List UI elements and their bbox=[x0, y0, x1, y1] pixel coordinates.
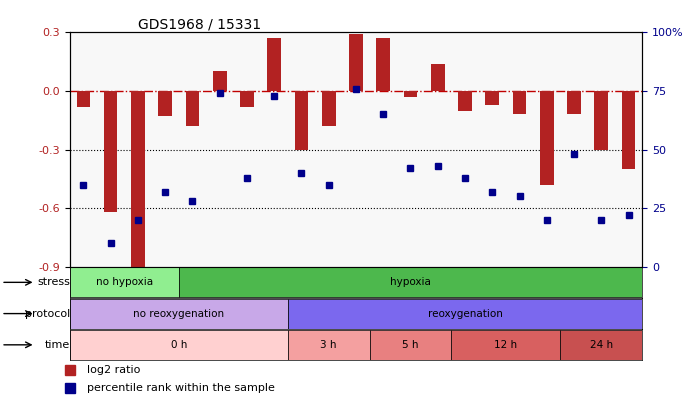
Text: log2 ratio: log2 ratio bbox=[87, 364, 140, 375]
Text: reoxygenation: reoxygenation bbox=[428, 309, 503, 319]
FancyBboxPatch shape bbox=[70, 267, 179, 297]
Bar bbox=[622, 91, 635, 169]
FancyBboxPatch shape bbox=[288, 330, 370, 360]
Text: stress: stress bbox=[37, 277, 70, 287]
Bar bbox=[349, 34, 363, 91]
Bar bbox=[431, 64, 445, 91]
Bar bbox=[595, 91, 608, 149]
Bar bbox=[403, 91, 417, 97]
FancyBboxPatch shape bbox=[70, 298, 288, 328]
Bar bbox=[186, 91, 199, 126]
Bar bbox=[567, 91, 581, 114]
Bar bbox=[77, 91, 90, 107]
Text: 3 h: 3 h bbox=[320, 340, 337, 350]
Text: no reoxygenation: no reoxygenation bbox=[133, 309, 224, 319]
Bar bbox=[376, 38, 390, 91]
Text: percentile rank within the sample: percentile rank within the sample bbox=[87, 383, 275, 393]
Bar bbox=[540, 91, 554, 185]
Text: 12 h: 12 h bbox=[494, 340, 517, 350]
Text: protocol: protocol bbox=[24, 309, 70, 319]
Bar bbox=[158, 91, 172, 116]
Text: time: time bbox=[45, 340, 70, 350]
Text: GDS1968 / 15331: GDS1968 / 15331 bbox=[138, 17, 262, 31]
FancyBboxPatch shape bbox=[179, 267, 642, 297]
Bar bbox=[104, 91, 117, 212]
Text: 0 h: 0 h bbox=[170, 340, 187, 350]
FancyBboxPatch shape bbox=[370, 330, 452, 360]
Bar bbox=[485, 91, 499, 104]
Bar bbox=[267, 38, 281, 91]
Text: hypoxia: hypoxia bbox=[390, 277, 431, 287]
Text: 24 h: 24 h bbox=[590, 340, 613, 350]
Text: no hypoxia: no hypoxia bbox=[96, 277, 153, 287]
FancyBboxPatch shape bbox=[288, 298, 642, 328]
Text: 5 h: 5 h bbox=[402, 340, 419, 350]
Bar bbox=[513, 91, 526, 114]
FancyBboxPatch shape bbox=[560, 330, 642, 360]
Bar bbox=[322, 91, 336, 126]
Bar bbox=[240, 91, 254, 107]
FancyBboxPatch shape bbox=[452, 330, 560, 360]
FancyBboxPatch shape bbox=[70, 330, 288, 360]
Bar bbox=[131, 91, 144, 271]
Bar bbox=[458, 91, 472, 111]
Bar bbox=[213, 71, 227, 91]
Bar bbox=[295, 91, 309, 149]
